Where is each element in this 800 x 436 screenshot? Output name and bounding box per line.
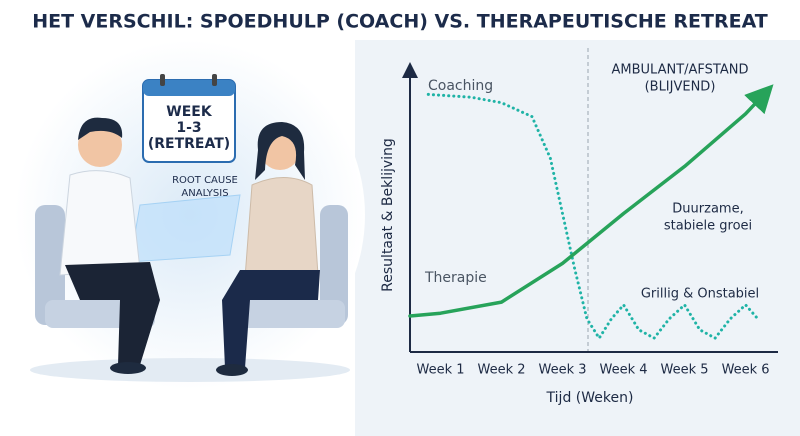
series-line — [426, 92, 760, 340]
y-axis-title: Resultaat & Beklijving — [380, 138, 396, 292]
annotation: stabiele groei — [664, 219, 752, 234]
annotation: Grillig & Onstabiel — [641, 287, 759, 302]
x-tick-label: Week 6 — [722, 363, 770, 378]
series-label: Therapie — [424, 270, 487, 286]
series-label: Coaching — [428, 78, 493, 94]
series-line — [408, 84, 774, 318]
calendar-label: (RETREAT) — [148, 136, 230, 152]
calendar-label: 1-3 — [176, 120, 201, 136]
annotation: (BLIJVEND) — [645, 80, 716, 95]
x-tick-label: Week 5 — [661, 363, 709, 378]
screen-label: ROOT CAUSE — [172, 175, 238, 186]
illustration — [15, 40, 365, 390]
x-tick-label: Week 3 — [539, 363, 587, 378]
annotation: AMBULANT/AFSTAND — [612, 63, 749, 78]
screen-label: ANALYSIS — [181, 188, 228, 199]
chart-title: HET VERSCHIL: SPOEDHULP (COACH) VS. THER… — [32, 11, 768, 33]
x-tick-label: Week 1 — [416, 363, 464, 378]
calendar-label: WEEK — [166, 104, 213, 120]
x-tick-label: Week 2 — [478, 363, 526, 378]
chart-panel — [355, 40, 800, 436]
x-axis-title: Tijd (Weken) — [546, 390, 634, 406]
annotation: Duurzame, — [672, 202, 743, 217]
x-tick-label: Week 4 — [600, 363, 648, 378]
